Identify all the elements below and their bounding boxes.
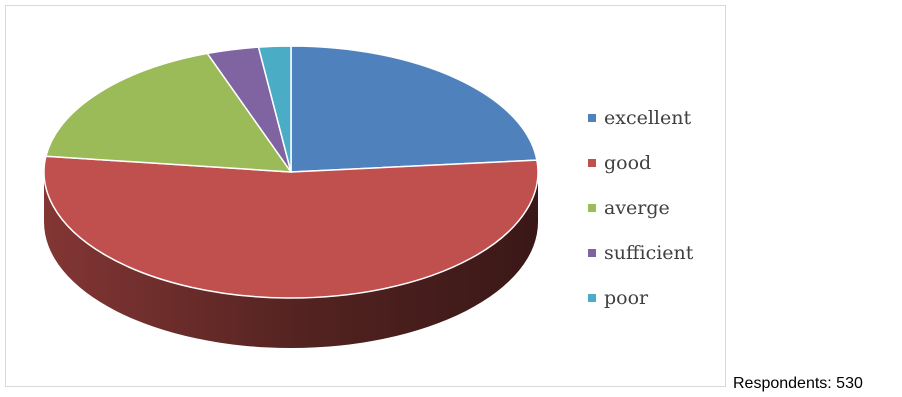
legend-swatch [588,113,596,122]
pie-slice-poor [257,45,292,173]
legend-label: excellent [604,106,692,129]
legend-label: good [604,151,652,174]
legend-label: averge [604,196,670,219]
legend-item-averge: averge [588,185,693,230]
pie-slice-averge [45,52,292,173]
pie-side-good [44,172,538,348]
chart-area: excellent good averge sufficient poor [5,5,726,387]
legend-label: poor [604,286,649,309]
chart-legend: excellent good averge sufficient poor [588,95,693,320]
pie-slice-good [43,155,539,299]
legend-item-poor: poor [588,275,693,320]
legend-item-good: good [588,140,693,185]
legend-swatch [588,248,596,257]
pie-chart [43,45,539,348]
legend-swatch [588,203,596,212]
legend-item-excellent: excellent [588,95,693,140]
pie-slice-excellent [290,45,538,173]
legend-swatch [588,158,596,167]
legend-label: sufficient [604,241,694,264]
respondents-note: Respondents: 530 [733,375,863,392]
legend-item-sufficient: sufficient [588,230,693,275]
legend-swatch [588,293,596,302]
